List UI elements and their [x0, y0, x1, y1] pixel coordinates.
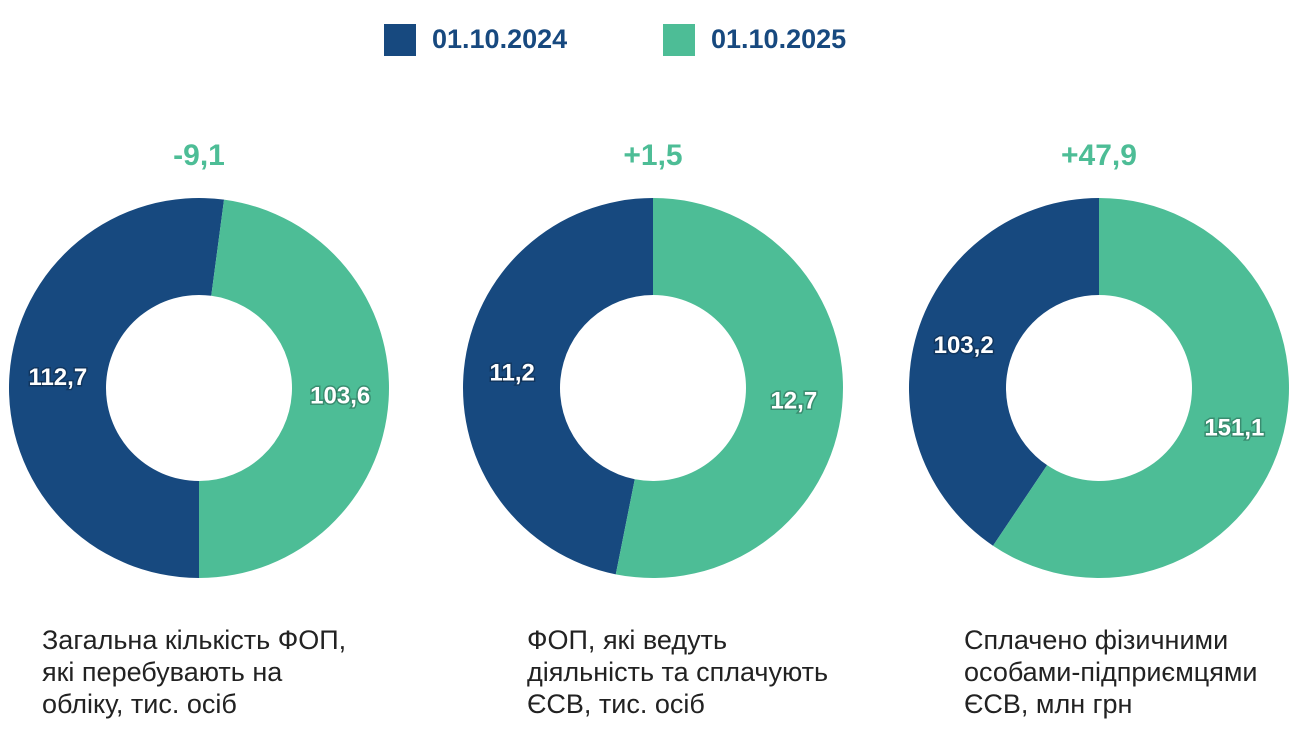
legend-swatch: [663, 24, 695, 56]
caption: ФОП, які ведуть: [527, 625, 727, 655]
donut-segment: [993, 198, 1290, 578]
caption: Сплачено фізичними: [964, 625, 1228, 655]
change-label: +47,9: [1061, 139, 1137, 172]
caption: ЄСВ, тис. осіб: [527, 689, 705, 719]
change-label: -9,1: [173, 139, 225, 172]
donut-segment: [615, 198, 844, 578]
donut-segment: [909, 198, 1099, 546]
value-label: 103,2: [934, 332, 994, 359]
donut-segment: [9, 198, 225, 578]
caption: обліку, тис. осіб: [42, 689, 237, 719]
value-label: 103,6: [310, 383, 370, 410]
caption: діяльність та сплачують: [527, 657, 828, 687]
value-label: 12,7: [770, 387, 817, 414]
legend-label: 01.10.2025: [711, 24, 846, 54]
caption: Загальна кількість ФОП,: [42, 625, 346, 655]
donut-segment: [199, 199, 390, 578]
legend-label: 01.10.2024: [432, 24, 567, 54]
value-label: 112,7: [28, 364, 87, 391]
change-label: +1,5: [623, 139, 682, 172]
caption: які перебувають на: [42, 657, 283, 687]
donut-segment: [463, 198, 653, 575]
caption: особами-підприємцями: [964, 657, 1258, 687]
value-label: 11,2: [489, 359, 534, 386]
caption: ЄСВ, млн грн: [964, 689, 1132, 719]
value-label: 151,1: [1204, 415, 1264, 442]
legend-swatch: [384, 24, 416, 56]
